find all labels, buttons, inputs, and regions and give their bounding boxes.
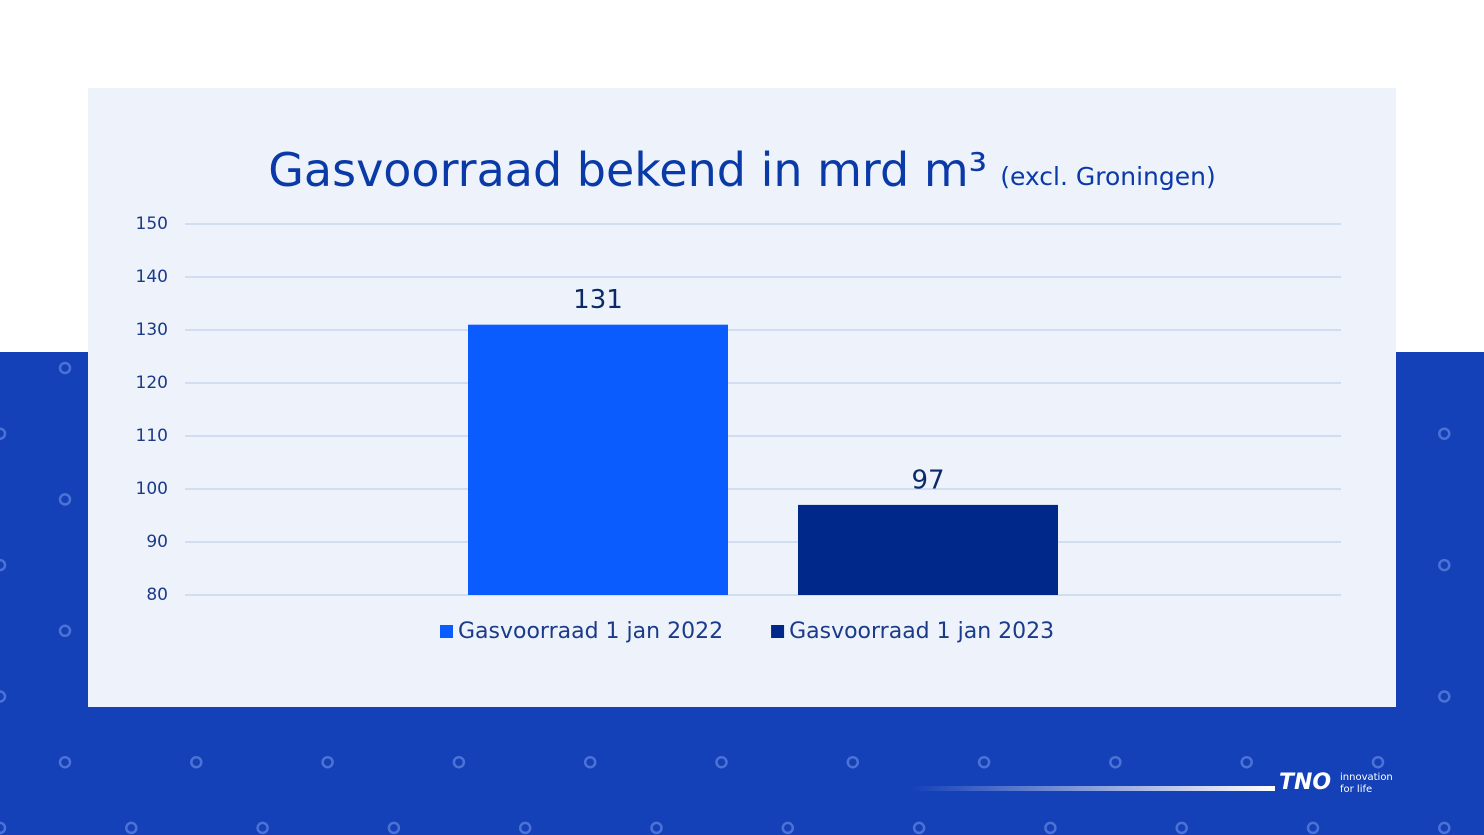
- decor-dot: [1306, 821, 1320, 835]
- legend-label: Gasvoorraad 1 jan 2022: [458, 619, 723, 644]
- y-tick-label: 110: [136, 426, 168, 446]
- legend-swatch: [440, 625, 453, 638]
- decor-dot: [1438, 821, 1451, 835]
- tagline: innovation: [1340, 772, 1393, 783]
- decor-dot: [781, 821, 795, 835]
- decor-dot: [0, 558, 7, 572]
- chart: 80 90 100 110 120 130 140 150 131 97 Gasvoorraad 1…: [136, 214, 1341, 644]
- decor-dot: [58, 361, 72, 375]
- bar: [468, 324, 728, 595]
- y-tick-label: 100: [136, 479, 168, 499]
- bar: [798, 504, 1058, 595]
- decor-dot: [1175, 821, 1188, 835]
- decor-dot: [321, 755, 334, 769]
- decor-dot: [58, 755, 72, 769]
- decor-dot: [58, 493, 72, 506]
- y-tick-label: 90: [146, 532, 168, 552]
- decor-dot: [125, 821, 138, 835]
- chart-title: Gasvoorraad bekend in mrd m³: [268, 143, 987, 197]
- y-tick-label: 130: [136, 320, 168, 340]
- decor-dot: [977, 755, 991, 769]
- decor-dot: [452, 755, 466, 769]
- decor-dot: [0, 690, 7, 703]
- decor-dot: [58, 624, 72, 638]
- decor-dot: [190, 755, 203, 769]
- legend-swatch: [771, 625, 785, 638]
- chart-title-group: Gasvoorraad bekend in mrd m³ (excl. Gron…: [268, 143, 1215, 197]
- y-tick-label: 120: [136, 373, 168, 393]
- decor-dot: [1438, 558, 1451, 572]
- chart-card: [88, 88, 1396, 707]
- decor-dot: [715, 755, 728, 769]
- decor-dot: [0, 427, 7, 440]
- decor-dot: [846, 755, 860, 769]
- tagline: for life: [1340, 784, 1372, 795]
- legend-label: Gasvoorraad 1 jan 2023: [789, 619, 1054, 644]
- chart-subtitle: (excl. Groningen): [1000, 162, 1216, 191]
- decor-dot: [1240, 755, 1253, 769]
- decor-dot: [1109, 755, 1122, 769]
- decor-dot: [256, 821, 269, 835]
- y-tick-label: 140: [136, 267, 168, 287]
- decor-dot: [1438, 427, 1451, 440]
- y-tick-label: 150: [136, 214, 168, 234]
- decor-dot: [650, 821, 663, 835]
- y-tick-label: 80: [146, 585, 168, 605]
- decor-dot: [0, 821, 7, 835]
- decor-dot: [912, 821, 926, 835]
- data-label: 131: [573, 285, 623, 315]
- decor-dot: [518, 821, 532, 835]
- decor-dot: [1371, 755, 1385, 769]
- footer-line: [910, 786, 1275, 791]
- decor-dot: [1044, 821, 1057, 835]
- logo: TNO: [1279, 770, 1331, 795]
- decor-dot: [387, 821, 401, 835]
- decor-dot: [583, 755, 597, 769]
- decor-dot: [1438, 690, 1451, 703]
- data-label: 97: [911, 465, 944, 495]
